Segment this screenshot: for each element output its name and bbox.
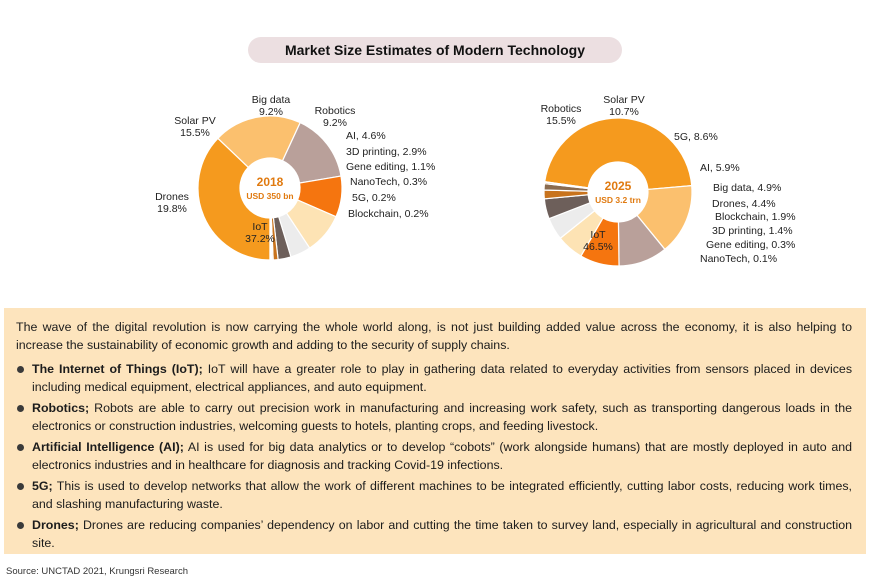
bullet-text: Drones are reducing companies’ dependenc… [32,518,852,550]
label-drones: Drones, 4.4% [712,198,776,210]
label-value: 37.2% [245,233,275,245]
label-ai: AI, 4.6% [346,130,386,142]
label-gene-editing: Gene editing, 0.3% [706,239,795,251]
label-blockchain: Blockchain, 0.2% [348,208,429,220]
label-value: 19.8% [157,203,187,215]
label-ai: AI, 5.9% [700,162,740,174]
label-nanotech: NanoTech, 0.3% [350,176,427,188]
label-name: Solar PV [174,115,215,127]
label-big-data: Big data 9.2% [252,94,291,118]
bullet-iot: The Internet of Things (IoT); IoT will h… [16,360,852,396]
donut-2018: 2018 USD 350 bn IoT 37.2% Drones 19.8% Solar P… [155,94,435,261]
label-name: IoT [252,221,268,233]
bullet-term: The Internet of Things (IoT); [32,362,203,376]
label-blockchain: Blockchain, 1.9% [715,211,796,223]
bullet-text: Robots are able to carry out precision w… [32,401,852,433]
label-robotics: Robotics 9.2% [315,105,356,129]
label-3d-printing: 3D printing, 2.9% [346,146,427,158]
label-name: Big data [252,94,291,106]
label-robotics: Robotics 15.5% [541,103,582,127]
center-value: USD 350 bn [246,191,293,201]
bullet-drones: Drones; Drones are reducing companies’ d… [16,516,852,552]
label-drones: Drones 19.8% [155,191,189,215]
bullet-term: Artificial Intelligence (AI); [32,440,184,454]
label-value: 9.2% [259,106,283,118]
bullet-ai: Artificial Intelligence (AI); AI is used… [16,438,852,474]
bullet-text: AI is used for big data analytics or to … [32,440,853,472]
label-big-data: Big data, 4.9% [713,182,781,194]
label-name: IoT [590,229,606,241]
chart-title: Market Size Estimates of Modern Technolo… [248,37,622,63]
bullet-robotics: Robotics; Robots are able to carry out p… [16,399,852,435]
donut-hole [240,158,300,218]
bullet-term: 5G; [32,479,53,493]
bullet-5g: 5G; This is used to develop networks tha… [16,477,852,513]
center-year: 2025 [605,179,632,193]
bullet-text: IoT will have a greater role to play in … [32,362,853,394]
label-iot: IoT 37.2% [245,221,275,245]
source-note: Source: UNCTAD 2021, Krungsri Research [6,566,188,577]
label-3d-printing: 3D printing, 1.4% [712,225,793,237]
label-value: 15.5% [546,115,576,127]
label-5g: 5G, 0.2% [352,192,396,204]
label-solar-pv: Solar PV 15.5% [174,115,215,139]
label-value: 15.5% [180,127,210,139]
center-year: 2018 [257,175,284,189]
bullet-term: Robotics; [32,401,90,415]
label-iot: IoT 46.5% [583,229,613,253]
label-name: Robotics [315,105,356,117]
label-5g: 5G, 8.6% [674,131,718,143]
label-value: 10.7% [609,106,639,118]
label-name: Solar PV [603,94,644,106]
bullet-list: The Internet of Things (IoT); IoT will h… [16,360,852,552]
bullet-term: Drones; [32,518,79,532]
label-name: Robotics [541,103,582,115]
label-name: Drones [155,191,189,203]
label-nanotech: NanoTech, 0.1% [700,253,777,265]
center-value: USD 3.2 trn [595,195,641,205]
label-value: 46.5% [583,241,613,253]
label-solar-pv: Solar PV 10.7% [603,94,644,118]
label-value: 9.2% [323,117,347,129]
donut-hole [588,162,648,222]
bullet-text: This is used to develop networks that al… [32,479,852,511]
info-box: The wave of the digital revolution is no… [4,308,866,554]
donut-2025: 2025 USD 3.2 trn IoT 46.5% Robotics 15.5% Sola… [541,94,796,267]
intro-text: The wave of the digital revolution is no… [16,320,852,352]
label-gene-editing: Gene editing, 1.1% [346,161,435,173]
